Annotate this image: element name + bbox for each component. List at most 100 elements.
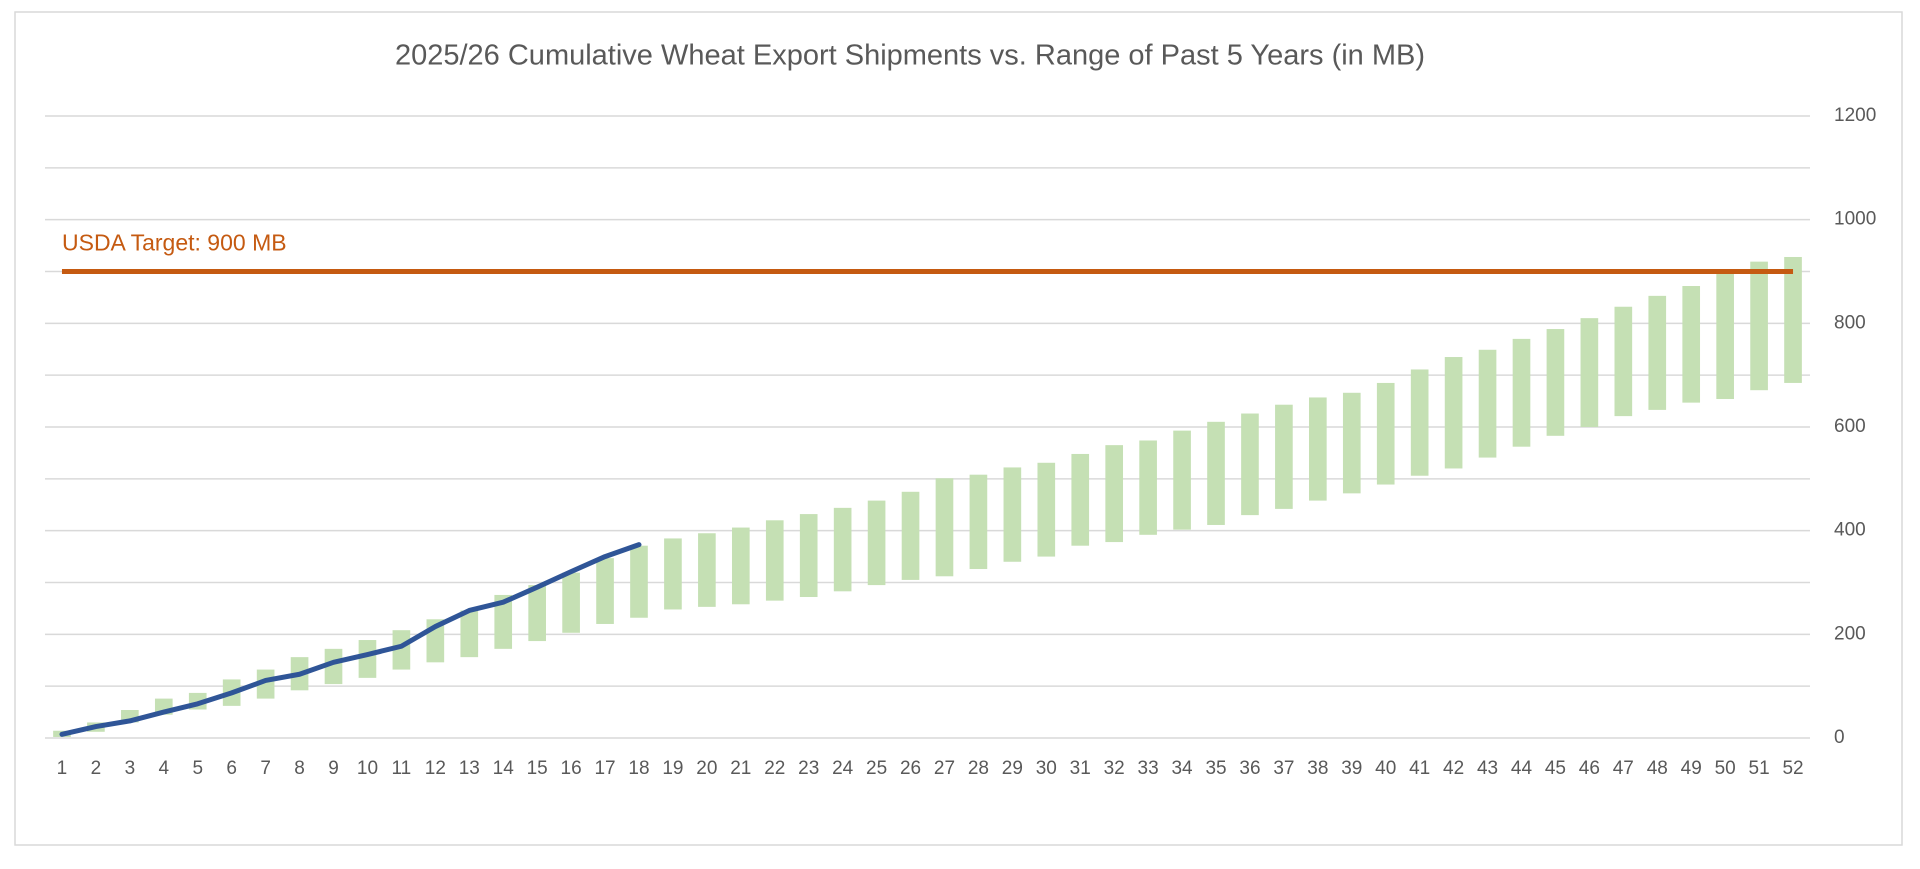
range-bar bbox=[1682, 286, 1701, 403]
x-tick-label: 29 bbox=[1002, 758, 1023, 779]
range-bar bbox=[1478, 349, 1497, 458]
x-tick-label: 19 bbox=[662, 758, 683, 779]
x-tick-label: 44 bbox=[1511, 758, 1533, 779]
x-tick-label: 34 bbox=[1171, 758, 1193, 779]
range-bar bbox=[1105, 445, 1124, 543]
range-bar bbox=[256, 669, 275, 699]
x-tick-label: 6 bbox=[226, 758, 237, 779]
x-tick-label: 16 bbox=[561, 758, 582, 779]
x-tick-label: 21 bbox=[730, 758, 751, 779]
y-tick-label: 1200 bbox=[1834, 105, 1876, 126]
range-bar bbox=[630, 545, 648, 618]
range-bar bbox=[1139, 440, 1157, 535]
x-tick-label: 27 bbox=[934, 758, 955, 779]
x-tick-label: 31 bbox=[1070, 758, 1091, 779]
range-bar bbox=[969, 474, 988, 570]
range-bar bbox=[1309, 397, 1327, 501]
range-bar bbox=[1614, 306, 1633, 417]
x-tick-label: 1 bbox=[57, 758, 68, 779]
x-tick-label: 41 bbox=[1409, 758, 1430, 779]
x-tick-label: 5 bbox=[192, 758, 203, 779]
x-tick-label: 39 bbox=[1341, 758, 1362, 779]
chart-border bbox=[14, 11, 1903, 846]
x-tick-label: 52 bbox=[1782, 758, 1803, 779]
x-tick-label: 51 bbox=[1749, 758, 1770, 779]
x-tick-label: 20 bbox=[696, 758, 717, 779]
x-tick-label: 43 bbox=[1477, 758, 1498, 779]
range-bar bbox=[1512, 338, 1531, 447]
range-bar bbox=[494, 594, 513, 649]
x-tick-label: 24 bbox=[832, 758, 854, 779]
range-bar bbox=[1784, 256, 1802, 383]
range-bar bbox=[596, 558, 614, 624]
x-tick-label: 26 bbox=[900, 758, 921, 779]
range-bar bbox=[562, 572, 580, 633]
range-bar bbox=[1716, 271, 1734, 400]
y-tick-label: 1000 bbox=[1834, 209, 1876, 230]
range-bar bbox=[1342, 392, 1361, 494]
range-bar bbox=[1037, 462, 1056, 557]
chart-title: 2025/26 Cumulative Wheat Export Shipment… bbox=[395, 40, 1425, 72]
x-tick-label: 11 bbox=[392, 758, 412, 779]
x-tick-label: 8 bbox=[294, 758, 305, 779]
range-bar bbox=[731, 527, 750, 605]
range-bar bbox=[358, 640, 377, 678]
range-bar bbox=[1580, 318, 1599, 427]
x-tick-label: 7 bbox=[260, 758, 271, 779]
x-tick-label: 25 bbox=[866, 758, 887, 779]
x-tick-label: 32 bbox=[1104, 758, 1125, 779]
range-bar bbox=[1071, 453, 1090, 546]
line-series bbox=[59, 542, 642, 737]
range-bar bbox=[935, 478, 954, 577]
x-tick-label: 14 bbox=[493, 758, 515, 779]
x-tick-label: 49 bbox=[1681, 758, 1702, 779]
range-bar bbox=[528, 585, 546, 642]
range-bar bbox=[664, 538, 682, 610]
x-tick-label: 22 bbox=[764, 758, 785, 779]
range-bar bbox=[1275, 404, 1293, 509]
x-tick-label: 45 bbox=[1545, 758, 1566, 779]
x-tick-label: 36 bbox=[1239, 758, 1260, 779]
x-tick-label: 37 bbox=[1273, 758, 1294, 779]
x-tick-label: 2 bbox=[91, 758, 102, 779]
y-tick-label: 600 bbox=[1834, 416, 1866, 437]
range-bar bbox=[1546, 329, 1565, 436]
x-tick-label: 13 bbox=[459, 758, 480, 779]
x-tick-label: 33 bbox=[1138, 758, 1159, 779]
range-bar bbox=[867, 500, 886, 586]
x-tick-label: 40 bbox=[1375, 758, 1396, 779]
y-tick-label: 800 bbox=[1834, 312, 1866, 333]
range-bar bbox=[1376, 382, 1395, 485]
range-bar bbox=[392, 630, 411, 670]
x-tick-label: 35 bbox=[1205, 758, 1226, 779]
x-tick-label: 12 bbox=[425, 758, 446, 779]
range-bar bbox=[799, 514, 818, 598]
x-tick-label: 10 bbox=[357, 758, 378, 779]
x-tick-label: 30 bbox=[1036, 758, 1057, 779]
x-tick-label: 46 bbox=[1579, 758, 1600, 779]
y-tick-label: 200 bbox=[1834, 623, 1866, 644]
range-bar bbox=[698, 533, 716, 607]
range-bar bbox=[1207, 421, 1225, 525]
x-tick-label: 18 bbox=[628, 758, 649, 779]
range-bar bbox=[1173, 430, 1191, 530]
range-bar bbox=[1750, 261, 1768, 391]
x-tick-label: 48 bbox=[1647, 758, 1668, 779]
range-bar bbox=[324, 648, 343, 685]
x-tick-label: 47 bbox=[1613, 758, 1634, 779]
y-tick-label: 0 bbox=[1834, 727, 1845, 748]
y-tick-label: 400 bbox=[1834, 520, 1866, 541]
x-tick-label: 4 bbox=[159, 758, 170, 779]
range-bar bbox=[833, 507, 852, 592]
target-label: USDA Target: 900 MB bbox=[62, 230, 287, 256]
range-bar bbox=[1241, 413, 1259, 516]
range-bar bbox=[901, 491, 920, 580]
x-tick-label: 15 bbox=[527, 758, 548, 779]
x-tick-label: 38 bbox=[1307, 758, 1328, 779]
range-bar bbox=[765, 520, 784, 601]
range-bar bbox=[1410, 369, 1429, 476]
x-tick-label: 17 bbox=[594, 758, 615, 779]
x-tick-label: 9 bbox=[328, 758, 339, 779]
range-bar bbox=[460, 610, 479, 658]
